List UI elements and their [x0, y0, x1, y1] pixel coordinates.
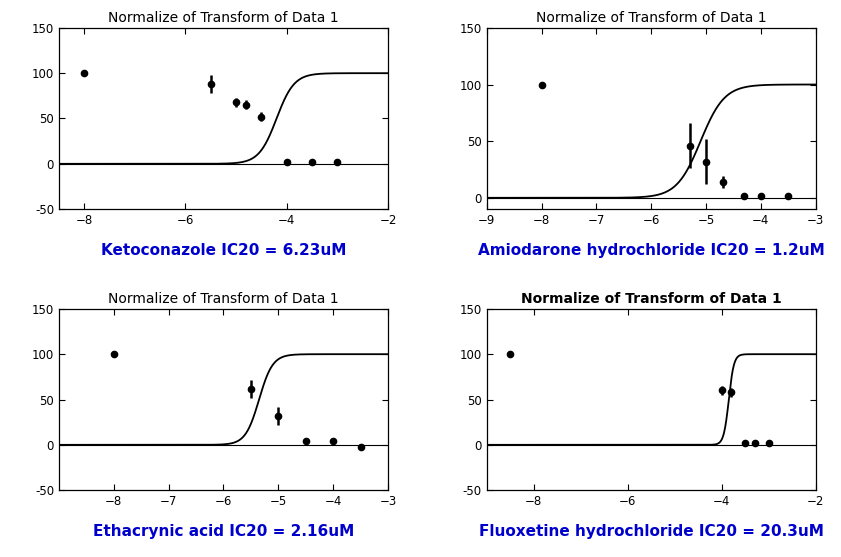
Title: Normalize of Transform of Data 1: Normalize of Transform of Data 1 — [521, 292, 781, 306]
Title: Normalize of Transform of Data 1: Normalize of Transform of Data 1 — [108, 292, 339, 306]
Title: Normalize of Transform of Data 1: Normalize of Transform of Data 1 — [536, 11, 766, 25]
Text: Fluoxetine hydrochloride IC20 = 20.3uM: Fluoxetine hydrochloride IC20 = 20.3uM — [479, 524, 823, 539]
Text: Amiodarone hydrochloride IC20 = 1.2uM: Amiodarone hydrochloride IC20 = 1.2uM — [478, 242, 825, 257]
Text: Ketoconazole IC20 = 6.23uM: Ketoconazole IC20 = 6.23uM — [101, 242, 346, 257]
Text: Ethacrynic acid IC20 = 2.16uM: Ethacrynic acid IC20 = 2.16uM — [93, 524, 354, 539]
Title: Normalize of Transform of Data 1: Normalize of Transform of Data 1 — [108, 11, 339, 25]
